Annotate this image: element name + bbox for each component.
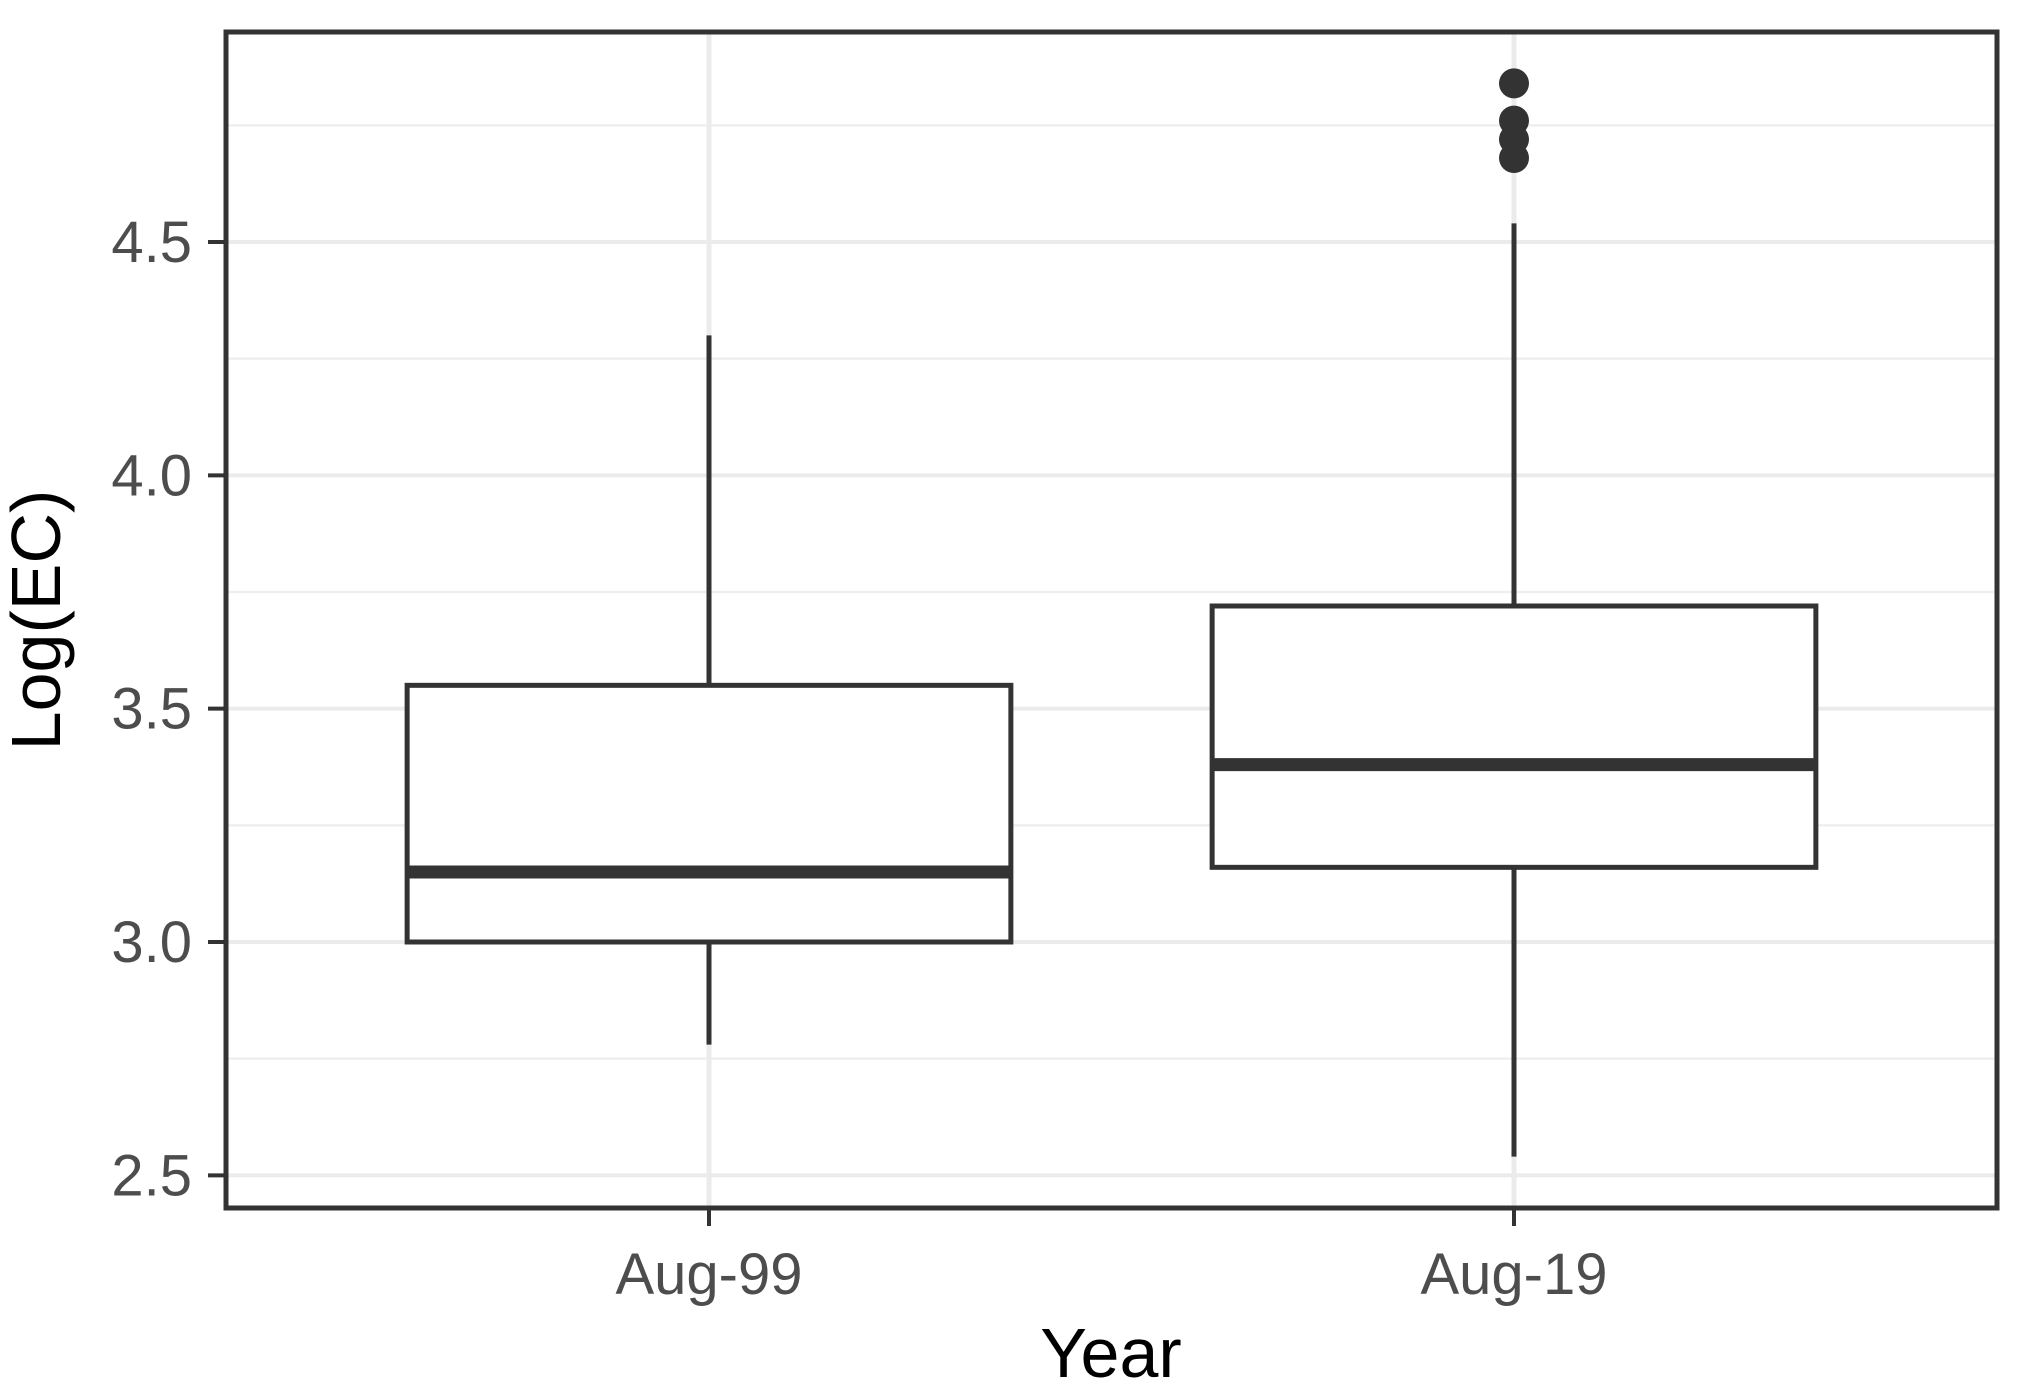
y-axis-title: Log(EC): [0, 490, 75, 751]
x-tick-label: Aug-99: [615, 1242, 802, 1307]
panel-border: [223, 29, 2000, 1211]
boxplot-Aug-19: [1209, 68, 1819, 1157]
outlier-point: [1499, 105, 1529, 136]
y-tick-label: 4.0: [111, 443, 192, 508]
iqr-box: [1209, 603, 1819, 870]
y-tick-label: 4.5: [111, 210, 192, 275]
axis-layer: 2.5 3.0 3.5 4.0 4.5 Aug-99 Aug-19: [111, 210, 1607, 1307]
x-tick-label: Aug-19: [1420, 1242, 1607, 1307]
y-tick-label: 3.0: [111, 910, 192, 975]
box-layer: [404, 68, 1819, 1157]
outlier-point: [1499, 68, 1529, 99]
x-axis-title: Year: [1040, 1314, 1181, 1392]
boxplot-Aug-99: [404, 335, 1014, 1045]
y-tick-label: 3.5: [111, 677, 192, 742]
y-tick-label: 2.5: [111, 1143, 192, 1208]
iqr-box: [404, 682, 1014, 945]
